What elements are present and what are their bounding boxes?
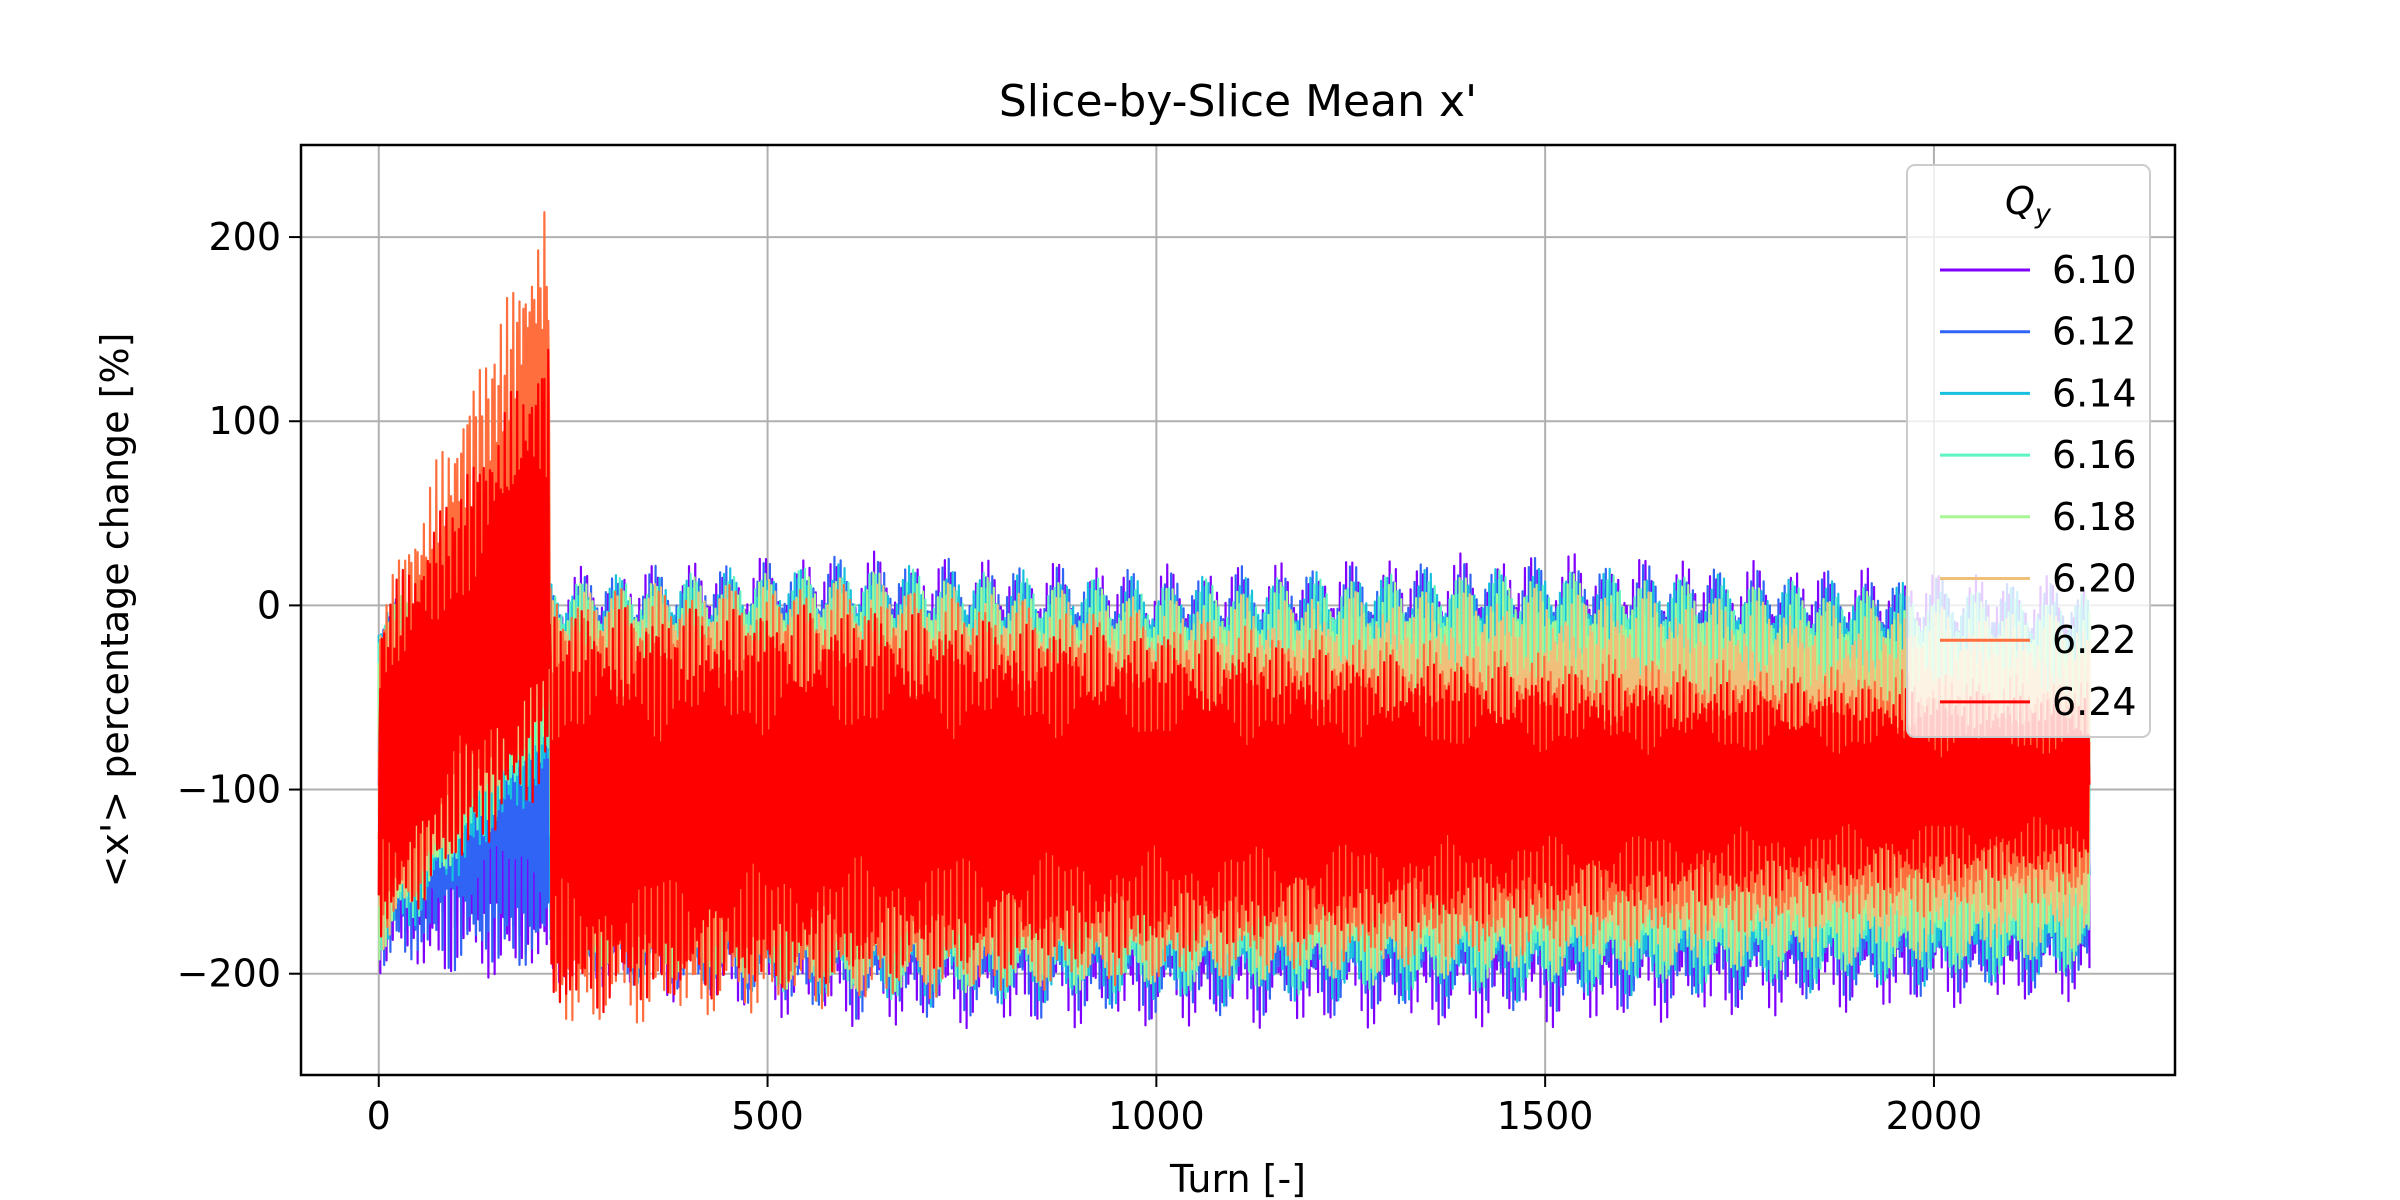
y-tick-label: −100 bbox=[177, 768, 281, 812]
legend-label: 6.16 bbox=[2052, 433, 2137, 477]
legend-item: 6.20 bbox=[1940, 557, 2137, 601]
legend-item: 6.24 bbox=[1940, 680, 2137, 724]
legend-box bbox=[1906, 164, 2151, 738]
legend-label: 6.12 bbox=[2052, 310, 2137, 354]
x-axis-label: Turn [-] bbox=[1169, 1157, 1306, 1200]
y-tick-label: 0 bbox=[257, 583, 281, 627]
legend-label: 6.20 bbox=[2052, 557, 2137, 601]
y-axis-label: <x'> percentage change [%] bbox=[93, 333, 137, 888]
legend-item: 6.12 bbox=[1940, 310, 2137, 354]
legend-label: 6.22 bbox=[2052, 618, 2137, 662]
legend-item: 6.10 bbox=[1940, 248, 2137, 292]
legend-item: 6.14 bbox=[1940, 371, 2137, 415]
series-layer bbox=[377, 211, 2091, 1030]
y-tick-label: 200 bbox=[208, 215, 281, 259]
y-tick-label: 100 bbox=[208, 399, 281, 443]
plot-frame bbox=[299, 143, 2177, 1077]
x-tick-label: 500 bbox=[731, 1094, 804, 1138]
x-tick-label: 1000 bbox=[1108, 1094, 1205, 1138]
x-tick-label: 0 bbox=[367, 1094, 391, 1138]
x-tick-label: 2000 bbox=[1886, 1094, 1983, 1138]
legend-label: 6.18 bbox=[2052, 495, 2137, 539]
legend-item: 6.16 bbox=[1940, 433, 2137, 477]
legend: Qy 6.10 6.12 6.14 6.16 6.18 6.20 6.22 6.24 bbox=[1906, 164, 2151, 738]
axis-ticks: 0 500 1000 1500 2000 −200 −100 0 100 200 bbox=[177, 215, 1983, 1138]
y-tick-label: −200 bbox=[177, 952, 281, 996]
legend-title: Qy bbox=[2005, 179, 2052, 230]
legend-label: 6.24 bbox=[2052, 680, 2137, 724]
series-line-6-24 bbox=[377, 348, 2091, 1014]
legend-label: 6.10 bbox=[2052, 248, 2137, 292]
legend-label: 6.14 bbox=[2052, 371, 2137, 415]
chart-title: Slice-by-Slice Mean x' bbox=[999, 76, 1477, 127]
legend-item: 6.18 bbox=[1940, 495, 2137, 539]
legend-items: 6.10 6.12 6.14 6.16 6.18 6.20 6.22 6.24 bbox=[1940, 248, 2137, 724]
legend-item: 6.22 bbox=[1940, 618, 2137, 662]
x-tick-label: 1500 bbox=[1497, 1094, 1594, 1138]
